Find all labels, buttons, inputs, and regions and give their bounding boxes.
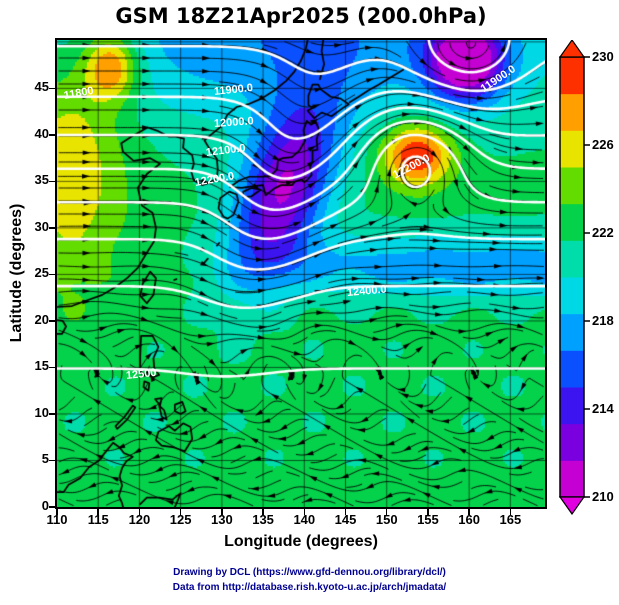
y-tick-label: 5 — [41, 451, 49, 467]
x-tick-mark — [468, 509, 470, 515]
colorbar-under-arrow — [558, 496, 586, 516]
y-tick-mark — [49, 459, 55, 462]
colorbar-tick-label: 214 — [592, 401, 614, 416]
x-tick-mark — [344, 509, 347, 515]
y-tick-mark — [49, 320, 55, 322]
y-tick-mark — [49, 506, 55, 508]
x-tick-mark — [262, 509, 264, 515]
colorbar-tick-label: 230 — [592, 49, 614, 64]
colorbar-band — [560, 387, 584, 425]
y-tick-mark — [49, 180, 55, 183]
colorbar-band — [560, 130, 584, 168]
colorbar-band — [560, 423, 584, 461]
x-tick-label: 130 — [211, 512, 233, 527]
colorbar-over-arrow — [558, 38, 586, 58]
colorbar-band — [560, 460, 584, 498]
colorbar-gradient — [558, 38, 590, 516]
x-tick-mark — [385, 509, 388, 515]
colorbar-band — [560, 240, 584, 278]
x-tick-label: 140 — [293, 512, 316, 527]
colorbar-tick-label: 218 — [592, 313, 614, 328]
y-tick-label: 30 — [34, 218, 49, 234]
x-tick-label: 110 — [46, 512, 68, 527]
map-canvas — [57, 40, 545, 507]
x-axis-label: Longitude (degrees) — [224, 533, 378, 550]
x-tick-mark — [427, 509, 429, 515]
colorbar — [558, 38, 618, 516]
x-tick-label: 160 — [458, 512, 480, 527]
y-tick-mark — [49, 413, 55, 415]
chart-title: GSM 18Z21Apr2025 (200.0hPa) — [115, 4, 487, 28]
x-tick-mark — [221, 509, 223, 515]
y-tick-mark — [49, 227, 55, 229]
x-tick-mark — [509, 509, 512, 515]
colorbar-tick-label: 226 — [592, 137, 614, 152]
colorbar-band — [560, 93, 584, 131]
x-tick-label: 155 — [417, 512, 439, 527]
y-tick-label: 25 — [34, 265, 49, 281]
colorbar-tick-label: 210 — [592, 489, 614, 504]
x-tick-label: 115 — [87, 512, 109, 527]
y-tick-label: 15 — [34, 358, 49, 374]
x-tick-mark — [179, 509, 182, 515]
x-tick-mark — [56, 509, 58, 515]
x-tick-label: 145 — [334, 512, 357, 527]
colorbar-tick-label: 222 — [592, 225, 614, 240]
x-tick-label: 150 — [375, 512, 398, 527]
x-tick-label: 135 — [252, 512, 274, 527]
x-tick-label: 165 — [499, 512, 522, 527]
x-tick-label: 125 — [169, 512, 192, 527]
colorbar-band — [560, 350, 584, 388]
y-tick-mark — [49, 366, 55, 369]
x-tick-label: 120 — [128, 512, 151, 527]
colorbar-band — [560, 203, 584, 241]
colorbar-band — [560, 313, 584, 351]
colorbar-band — [560, 277, 584, 315]
y-tick-mark — [49, 87, 55, 90]
colorbar-band — [560, 57, 584, 95]
colorbar-band — [560, 167, 584, 205]
x-tick-mark — [97, 509, 99, 515]
y-tick-label: 0 — [41, 498, 49, 513]
x-tick-mark — [303, 509, 306, 515]
map-frame — [55, 38, 547, 509]
x-tick-mark — [138, 509, 141, 515]
credit-data: Data from http://database.rish.kyoto-u.a… — [172, 582, 447, 593]
y-tick-label: 20 — [34, 311, 49, 327]
credit-drawing: Drawing by DCL (https://www.gfd-dennou.o… — [173, 567, 446, 578]
y-tick-label: 40 — [34, 125, 49, 141]
y-tick-label: 10 — [34, 404, 49, 420]
y-tick-label: 35 — [34, 172, 49, 188]
y-tick-mark — [49, 273, 55, 276]
y-tick-mark — [49, 134, 55, 136]
y-tick-label: 45 — [34, 79, 49, 95]
